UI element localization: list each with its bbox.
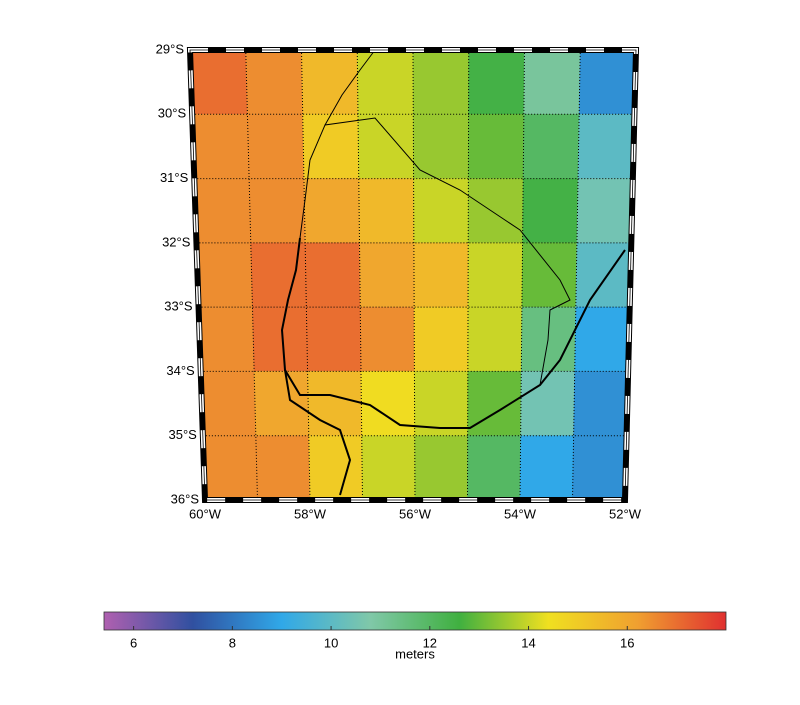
field-cell	[577, 114, 635, 179]
field-cell	[356, 49, 414, 115]
lon-label: 56°W	[399, 506, 432, 521]
field-cell	[200, 371, 257, 436]
field-cell	[574, 306, 630, 372]
colorbar-bar	[103, 611, 727, 631]
field-cell	[468, 49, 525, 115]
colorbar-tick-label: 10	[324, 635, 338, 650]
grid-line	[301, 49, 311, 501]
field-cell	[357, 114, 414, 179]
field-cell	[412, 49, 470, 115]
field-cell	[521, 306, 577, 372]
coastline	[280, 237, 626, 429]
field-cell	[189, 49, 248, 115]
field-cell	[358, 178, 415, 244]
field-cell	[307, 371, 363, 436]
field	[189, 49, 637, 501]
lat-label: 35°S	[169, 427, 198, 442]
field-cell	[573, 371, 629, 436]
lat-label: 32°S	[162, 234, 191, 249]
field-cell	[467, 178, 524, 244]
lat-label: 29°S	[156, 41, 185, 56]
lat-label: 30°S	[158, 106, 187, 121]
field-cell	[359, 242, 415, 308]
field-cell	[306, 306, 362, 372]
colorbar-tick-label: 16	[620, 635, 634, 650]
grid-line	[356, 49, 363, 501]
grid-line	[412, 49, 416, 501]
field-cell	[304, 242, 361, 308]
field-cell	[522, 114, 580, 179]
field-cell	[413, 114, 469, 179]
field-cell	[522, 178, 579, 244]
field-cell	[202, 435, 258, 501]
field-cell	[248, 178, 306, 244]
colorbar-tick-label: 14	[521, 635, 535, 650]
lon-label: 54°W	[504, 506, 537, 521]
border	[299, 117, 571, 386]
frame	[186, 47, 640, 503]
grid-line	[572, 49, 581, 501]
field-cell	[196, 242, 253, 308]
lat-label: 34°S	[166, 363, 195, 378]
field-cell	[301, 49, 359, 115]
field-cell	[194, 178, 252, 244]
grid-line	[519, 49, 525, 501]
colorbar-tick-label: 8	[229, 635, 236, 650]
field-cell	[413, 306, 469, 372]
field-cell	[572, 435, 627, 501]
lat-label: 33°S	[164, 299, 193, 314]
grid-line	[245, 49, 258, 501]
field-cell	[578, 49, 637, 115]
colorbar-tick-label: 6	[130, 635, 137, 650]
field-cell	[361, 435, 416, 501]
lon-label: 58°W	[294, 506, 327, 521]
lon-label: 52°W	[609, 506, 642, 521]
field-cell	[245, 49, 303, 115]
field-cell	[519, 435, 574, 501]
field-cell	[255, 435, 311, 501]
coastline	[284, 369, 352, 496]
field-cell	[523, 49, 581, 115]
colorbar-label: meters	[395, 646, 435, 661]
field-cell	[359, 306, 415, 372]
field-cell	[520, 371, 575, 436]
colorbar: 6 8 10 12 14 16 meters	[103, 611, 727, 661]
field-cell	[576, 178, 634, 244]
field-cell	[247, 114, 305, 179]
frame-border	[189, 49, 637, 501]
field-cell	[467, 306, 523, 372]
field-cell	[467, 371, 522, 436]
field-cell	[468, 114, 525, 179]
field-cell	[413, 242, 469, 308]
colorbar-tick-label: 12	[423, 635, 437, 650]
coastlines	[280, 49, 626, 496]
field-cell	[253, 371, 310, 436]
field-cell	[252, 306, 308, 372]
grid-line	[467, 49, 470, 501]
lat-label: 31°S	[160, 170, 189, 185]
field-cell	[467, 435, 521, 501]
lon-label: 60°W	[189, 506, 222, 521]
field-cell	[308, 435, 363, 501]
field-cell	[413, 178, 469, 244]
field-cell	[198, 306, 255, 372]
lat-label: 36°S	[171, 491, 200, 506]
field-cell	[191, 114, 250, 179]
field-cell	[467, 242, 523, 308]
axis-labels: 29°S 30°S 31°S 32°S 33°S 34°S 35°S 36°S60°W 58°W…	[156, 41, 642, 521]
border	[324, 49, 376, 126]
field-cell	[414, 435, 468, 501]
field-cell	[303, 178, 360, 244]
